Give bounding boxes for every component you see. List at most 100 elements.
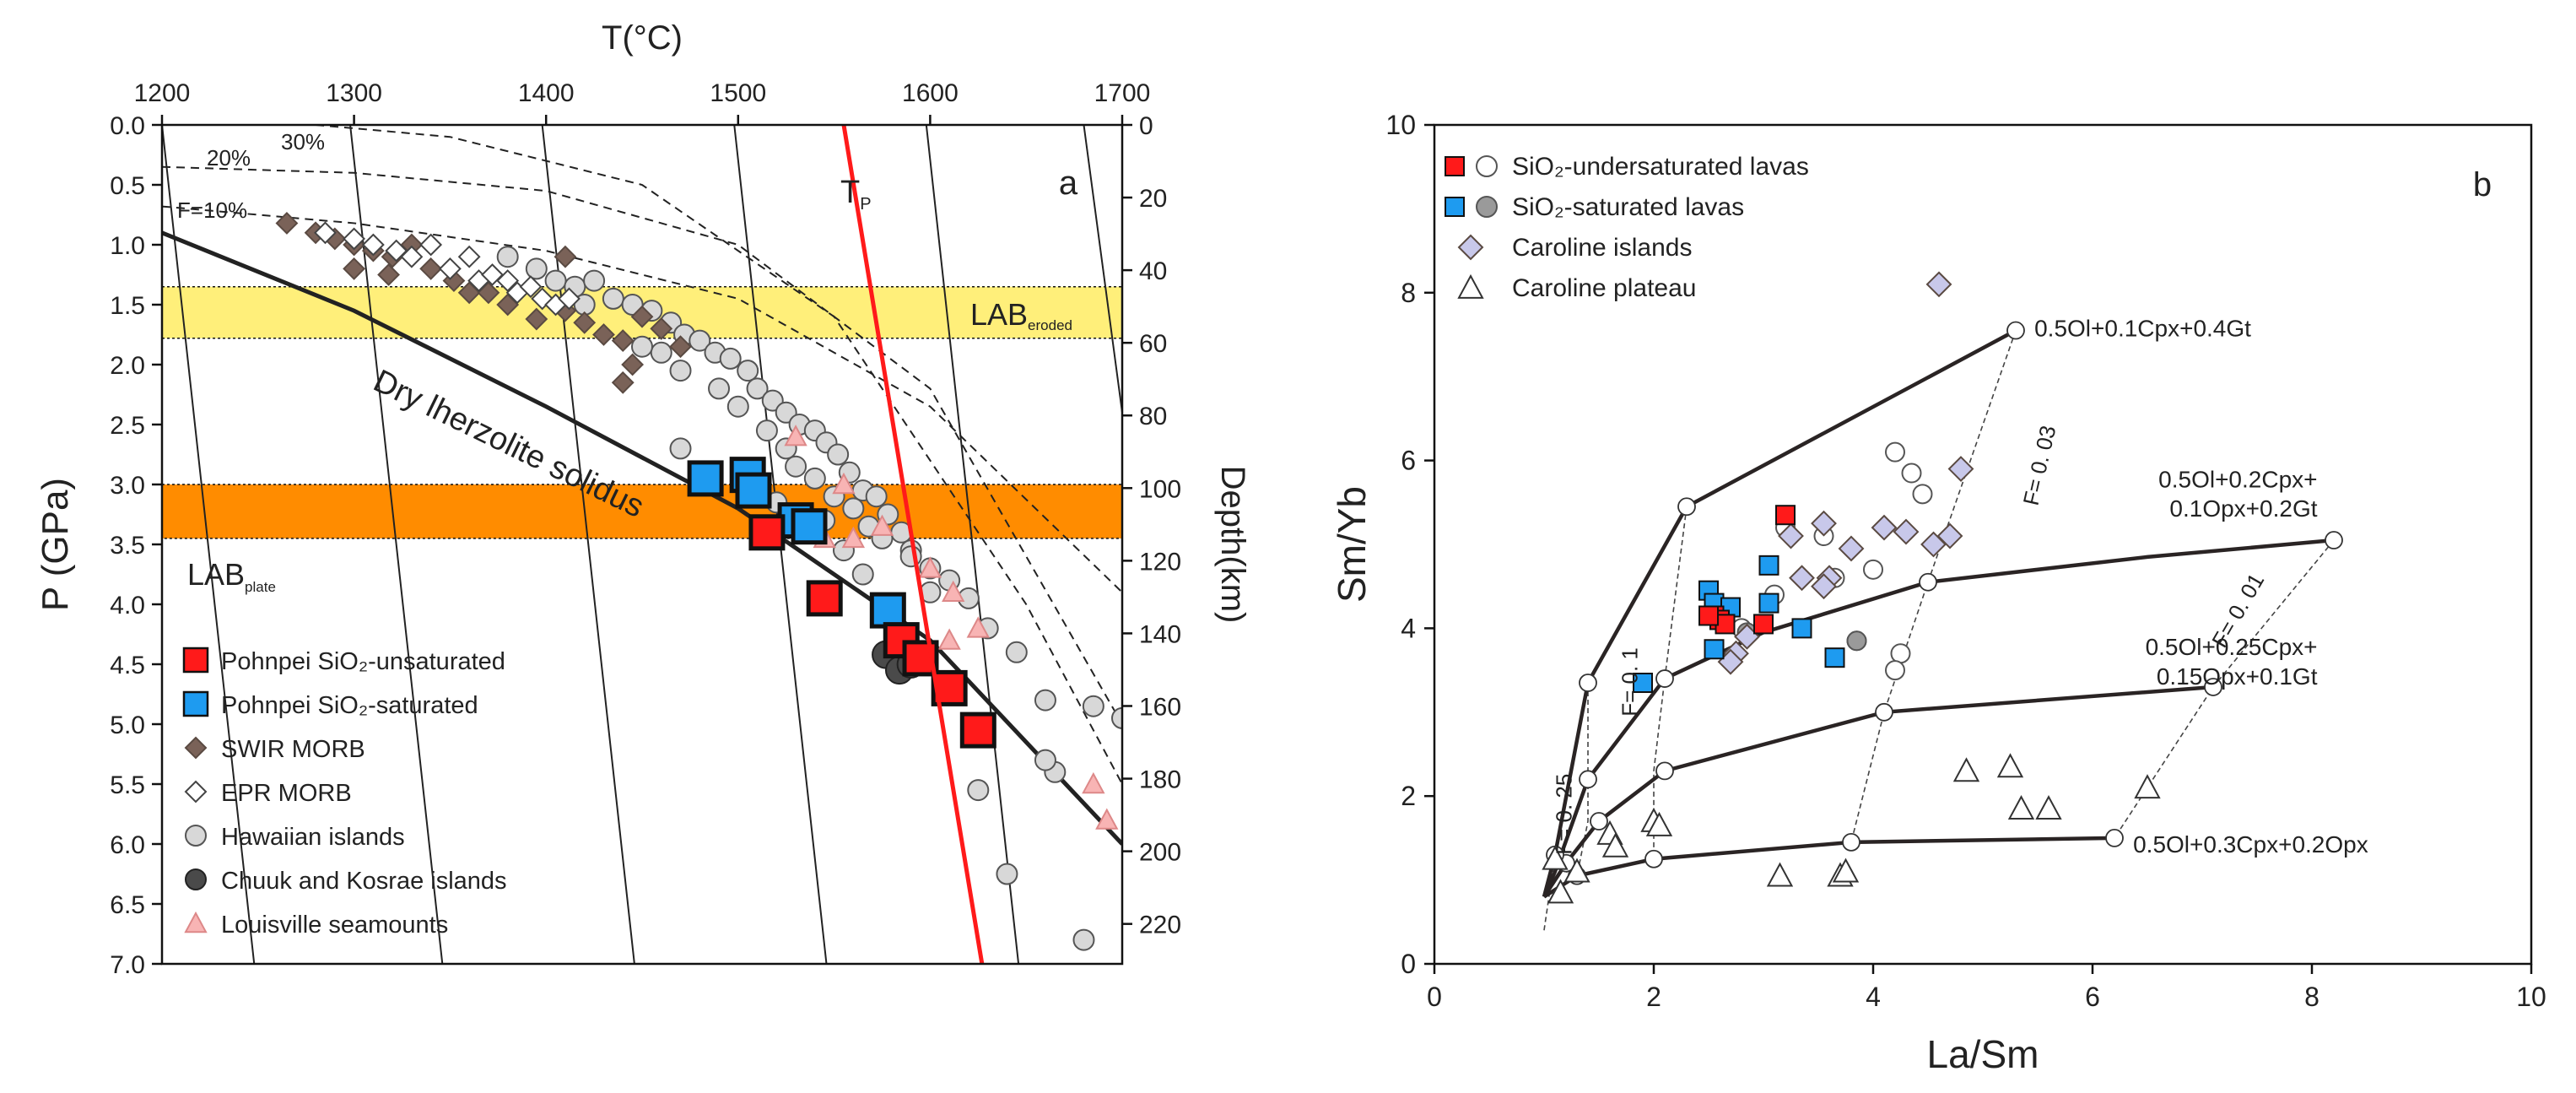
- point-swir-morb-7: [377, 263, 400, 286]
- legend-label-a-pohnpei-sio-saturated: Pohnpei SiO₂-saturated: [221, 692, 478, 719]
- point-b-caroline-islands-5: [1893, 518, 1920, 545]
- point-hawaiian-islands-38: [996, 863, 1018, 885]
- point-b-sio-undersaturated-lavas-open-2: [1912, 484, 1933, 505]
- point-swir-morb-0: [275, 212, 299, 235]
- legend-label-a-chuuk-and-kosrae-islands: Chuuk and Kosrae islands: [221, 868, 507, 895]
- y-tick-label-a-6: 3.0: [110, 472, 145, 500]
- model-node-4: [1655, 669, 1674, 688]
- y2-tick-label-a-10: 200: [1139, 839, 1181, 867]
- legend-marker-a-hawaiian-islands: [185, 825, 207, 847]
- point-pohnpei-sio-saturated-4: [791, 508, 828, 545]
- legend-marker-b-circle-sio-undersaturated-lavas: [1476, 155, 1498, 177]
- model-node-9: [1875, 702, 1893, 722]
- point-louisville-seamounts-5: [918, 556, 942, 578]
- curve-label-2b: 0.1Opx+0.2Gt: [2169, 495, 2317, 522]
- point-hawaiian-islands-13: [737, 360, 759, 382]
- point-b-sio-undersaturated-lavas-open-1: [1901, 463, 1922, 484]
- adiabat-line-4: [925, 125, 1020, 964]
- y-tick-label-b-5: 10: [1385, 110, 1416, 140]
- point-epr-morb-4: [400, 245, 424, 268]
- band-label-lab-plate-sub: plate: [245, 579, 276, 595]
- y-tick-label-b-0: 0: [1401, 949, 1416, 979]
- adiabat-line-0: [162, 125, 256, 964]
- point-epr-morb-6: [438, 257, 462, 280]
- point-b-sio-undersaturated-lavas-4: [1753, 614, 1774, 635]
- legend-label-b-caroline-islands: Caroline islands: [1512, 234, 1692, 262]
- point-louisville-seamounts-9: [1082, 771, 1105, 794]
- legend-marker-b-caroline-plateau: [1457, 273, 1484, 299]
- point-hawaiian-islands-34: [1111, 706, 1122, 729]
- point-hawaiian-islands-49: [842, 497, 865, 520]
- panel-label-b: b: [2473, 166, 2492, 203]
- adiabat-line-2: [541, 125, 635, 964]
- point-epr-morb-15: [558, 287, 581, 311]
- panel-label-a: a: [1059, 165, 1078, 202]
- model-node-14: [2105, 829, 2124, 847]
- model-node-3: [1579, 770, 1597, 789]
- curve-label-4: 0.5Ol+0.3Cpx+0.2Opx: [2133, 831, 2368, 858]
- point-b-caroline-plateau-7: [1766, 862, 1794, 887]
- point-louisville-seamounts-3: [841, 526, 866, 549]
- melt-curve-30: [315, 125, 1122, 785]
- melt-curve-20: [162, 165, 1122, 725]
- model-node-6: [2325, 531, 2343, 549]
- point-b-sio-undersaturated-lavas-5: [1698, 605, 1719, 626]
- y-tick-label-a-7: 3.5: [110, 532, 145, 560]
- point-epr-morb-1: [343, 227, 366, 251]
- point-swir-morb-9: [419, 257, 443, 280]
- legend-marker-a-epr-morb: [184, 780, 208, 804]
- y2-tick-label-a-6: 120: [1139, 548, 1181, 576]
- point-swir-morb-16: [573, 311, 597, 334]
- point-swir-morb-20: [650, 317, 673, 340]
- point-hawaiian-islands-39: [1072, 928, 1095, 951]
- model-node-1: [1677, 497, 1696, 517]
- melt-label-f10: F=10%: [177, 197, 247, 223]
- point-b-sio-undersaturated-lavas-open-9: [1885, 660, 1905, 681]
- point-b-caroline-plateau-2: [1563, 858, 1590, 883]
- point-b-caroline-islands-11: [1811, 573, 1837, 600]
- y-tick-label-a-2: 1.0: [110, 232, 145, 260]
- legend-b: SiO₂-undersaturated lavas SiO₂-saturated …: [1445, 153, 1809, 302]
- y-tick-label-a-0: 0.0: [110, 112, 145, 140]
- x-tick-label-b-1: 2: [1646, 982, 1661, 1012]
- point-hawaiian-islands-0: [496, 246, 519, 268]
- x-tick-label-a-1: 1300: [326, 79, 382, 107]
- series-b-caroline-plateau: [1542, 753, 2161, 904]
- y-tick-label-a-10: 5.0: [110, 712, 145, 739]
- point-b-sio-undersaturated-lavas-open-5: [1863, 559, 1883, 580]
- legend-marker-b-square-sio-saturated-lavas: [1445, 197, 1465, 217]
- point-swir-morb-22: [554, 245, 577, 268]
- point-epr-morb-10: [496, 269, 520, 293]
- series-pohnpei-sio-unsaturated: [748, 514, 996, 749]
- point-b-sio-undersaturated-lavas-open-8: [1890, 643, 1911, 664]
- point-b-caroline-plateau-1: [1547, 879, 1574, 904]
- y2-tick-label-a-0: 0: [1139, 112, 1153, 140]
- legend-label-b-caroline-plateau: Caroline plateau: [1512, 274, 1696, 302]
- y-tick-label-a-9: 4.5: [110, 652, 145, 679]
- x-tick-label-b-5: 10: [2516, 982, 2546, 1012]
- legend-marker-a-chuuk-and-kosrae-islands: [185, 868, 207, 890]
- point-hawaiian-islands-42: [708, 377, 731, 400]
- y-tick-label-a-14: 7.0: [110, 951, 145, 979]
- point-swir-morb-21: [669, 335, 692, 359]
- point-swir-morb-19: [630, 305, 654, 328]
- point-b-caroline-islands-7: [1936, 522, 1963, 549]
- legend-marker-a-louisville-seamounts: [184, 911, 208, 933]
- legend-label-a-hawaiian-islands: Hawaiian islands: [221, 824, 405, 851]
- point-pohnpei-sio-saturated-0: [687, 460, 724, 497]
- model-node-7: [1590, 812, 1608, 831]
- y2-tick-label-a-2: 40: [1139, 257, 1167, 285]
- point-hawaiian-islands-36: [1034, 749, 1056, 771]
- point-hawaiian-islands-14: [746, 377, 769, 400]
- legend-label-a-pohnpei-sio-unsaturated: Pohnpei SiO₂-unsaturated: [221, 648, 505, 675]
- legend-label-a-swir-morb: SWIR MORB: [221, 736, 365, 763]
- point-hawaiian-islands-32: [1034, 689, 1056, 712]
- tp-line: [841, 125, 985, 964]
- melt-label-f003: F= 0. 03: [2018, 423, 2061, 507]
- y-tick-label-a-8: 4.0: [110, 592, 145, 620]
- series-hawaiian-islands: [496, 246, 1122, 951]
- x-axis-label-a: T(°C): [602, 19, 683, 57]
- point-hawaiian-islands-1: [525, 257, 548, 280]
- point-epr-morb-7: [457, 245, 481, 268]
- band-lab-plate: [162, 484, 1122, 539]
